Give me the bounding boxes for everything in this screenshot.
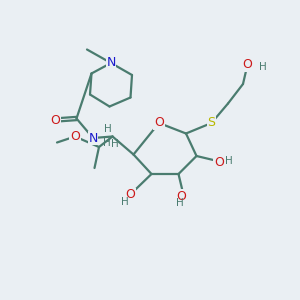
Text: H: H (104, 124, 112, 134)
Text: O: O (177, 190, 186, 203)
Text: O: O (51, 113, 60, 127)
Text: H: H (260, 62, 267, 73)
Text: H: H (111, 139, 119, 149)
Text: N: N (106, 56, 116, 70)
Text: O: O (243, 58, 252, 71)
Text: H: H (176, 198, 184, 208)
Text: O: O (70, 130, 80, 143)
Text: O: O (126, 188, 135, 202)
Text: H: H (103, 137, 111, 148)
Text: O: O (214, 155, 224, 169)
Text: H: H (225, 156, 233, 167)
Text: O: O (154, 116, 164, 130)
Text: H: H (121, 196, 129, 207)
Text: S: S (208, 116, 215, 130)
Text: N: N (88, 131, 98, 145)
